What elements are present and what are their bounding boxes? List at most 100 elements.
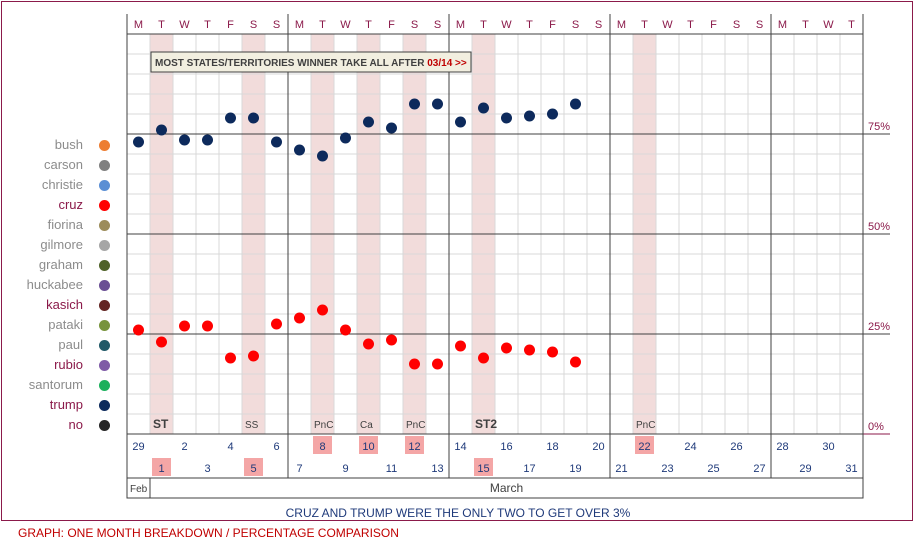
legend-dot-fiorina	[99, 220, 110, 231]
day-letter: W	[501, 19, 512, 31]
legend-label-huckabee: huckabee	[26, 277, 83, 292]
legend-label-paul: paul	[58, 337, 83, 352]
data-point-cruz	[225, 352, 236, 364]
date-highlight	[474, 458, 493, 476]
date-label: 26	[730, 441, 742, 453]
data-point-trump	[363, 116, 374, 128]
day-letter: F	[388, 19, 395, 31]
y-tick-label: 75%	[868, 121, 890, 133]
date-highlight	[244, 458, 263, 476]
legend-label-trump: trump	[49, 397, 83, 412]
date-label: 6	[273, 441, 279, 453]
data-point-cruz	[179, 320, 190, 332]
data-point-cruz	[317, 304, 328, 316]
data-point-cruz	[202, 320, 213, 332]
date-label: 3	[204, 463, 210, 475]
date-label: 13	[431, 463, 443, 475]
legend-dot-gilmore	[99, 240, 110, 251]
y-tick-label: 50%	[868, 221, 890, 233]
legend-label-fiorina: fiorina	[47, 217, 83, 232]
data-point-cruz	[386, 334, 397, 346]
y-tick-label: 25%	[868, 321, 890, 333]
legend-label-santorum: santorum	[28, 377, 83, 392]
legend-label-christie: christie	[41, 177, 83, 192]
date-label: 16	[500, 441, 512, 453]
data-point-trump	[202, 134, 213, 146]
legend-dot-rubio	[99, 360, 110, 371]
day-letter: T	[687, 19, 694, 31]
data-point-trump	[432, 98, 443, 110]
event-label: Ca	[360, 420, 373, 431]
data-point-trump	[271, 136, 282, 148]
day-letter: F	[227, 19, 234, 31]
day-letter: F	[710, 19, 717, 31]
date-label: 9	[342, 463, 348, 475]
data-point-trump	[294, 144, 305, 156]
date-label: 1	[158, 463, 164, 475]
legend-dot-pataki	[99, 320, 110, 331]
data-point-cruz	[455, 340, 466, 352]
legend-label-carson: carson	[43, 157, 83, 172]
data-point-trump	[501, 112, 512, 124]
legend-label-no: no	[68, 417, 83, 432]
data-point-cruz	[432, 358, 443, 370]
day-letter: S	[250, 19, 257, 31]
event-label: SS	[245, 420, 259, 431]
chart-svg: M T W T F S S M T W T F S S M T W T F S S M T W T F S S M T W T0%25%50%…	[126, 14, 890, 499]
event-label: PnC	[314, 420, 333, 431]
graph-footer: GRAPH: ONE MONTH BREAKDOWN / PERCENTAGE …	[18, 526, 399, 540]
event-label: PnC	[636, 420, 655, 431]
day-letter: M	[778, 19, 787, 31]
legend-dot-huckabee	[99, 280, 110, 291]
date-label: 18	[546, 441, 558, 453]
day-letter: S	[756, 19, 763, 31]
day-letter: M	[456, 19, 465, 31]
date-highlight	[313, 436, 332, 454]
date-label: 5	[250, 463, 256, 475]
date-label: 31	[845, 463, 857, 475]
date-label: 2	[181, 441, 187, 453]
data-point-trump	[386, 122, 397, 134]
month-label-feb: Feb	[130, 484, 148, 495]
data-point-cruz	[547, 346, 558, 358]
chart-frame	[1, 1, 913, 521]
data-point-trump	[340, 132, 351, 144]
data-point-trump	[524, 110, 535, 122]
legend-label-graham: graham	[38, 257, 83, 272]
day-letter: S	[434, 19, 441, 31]
legend-label-pataki: pataki	[48, 317, 83, 332]
date-highlight	[152, 458, 171, 476]
date-label: 4	[227, 441, 233, 453]
legend-dot-graham	[99, 260, 110, 271]
data-point-trump	[570, 98, 581, 110]
date-label: 10	[362, 441, 374, 453]
data-point-trump	[547, 108, 558, 120]
legend-label-rubio: rubio	[54, 357, 83, 372]
day-letter: T	[204, 19, 211, 31]
date-label: 29	[132, 441, 144, 453]
day-letter: W	[662, 19, 673, 31]
legend-dot-trump	[99, 400, 110, 411]
data-point-trump	[225, 112, 236, 124]
data-point-trump	[409, 98, 420, 110]
date-label: 29	[799, 463, 811, 475]
date-highlight	[405, 436, 424, 454]
day-letter: T	[319, 19, 326, 31]
day-letter: W	[823, 19, 834, 31]
legend-label-gilmore: gilmore	[40, 237, 83, 252]
day-letter: W	[340, 19, 351, 31]
day-letter: T	[802, 19, 809, 31]
day-letter: T	[641, 19, 648, 31]
day-letter: T	[848, 19, 855, 31]
legend-label-cruz: cruz	[58, 197, 83, 212]
month-label-march: March	[490, 481, 523, 495]
date-label: 22	[638, 441, 650, 453]
data-point-trump	[317, 150, 328, 162]
day-letter: S	[733, 19, 740, 31]
data-point-cruz	[294, 312, 305, 324]
date-label: 21	[615, 463, 627, 475]
data-point-trump	[156, 124, 167, 136]
date-label: 19	[569, 463, 581, 475]
date-label: 11	[386, 463, 397, 475]
data-point-cruz	[524, 344, 535, 356]
